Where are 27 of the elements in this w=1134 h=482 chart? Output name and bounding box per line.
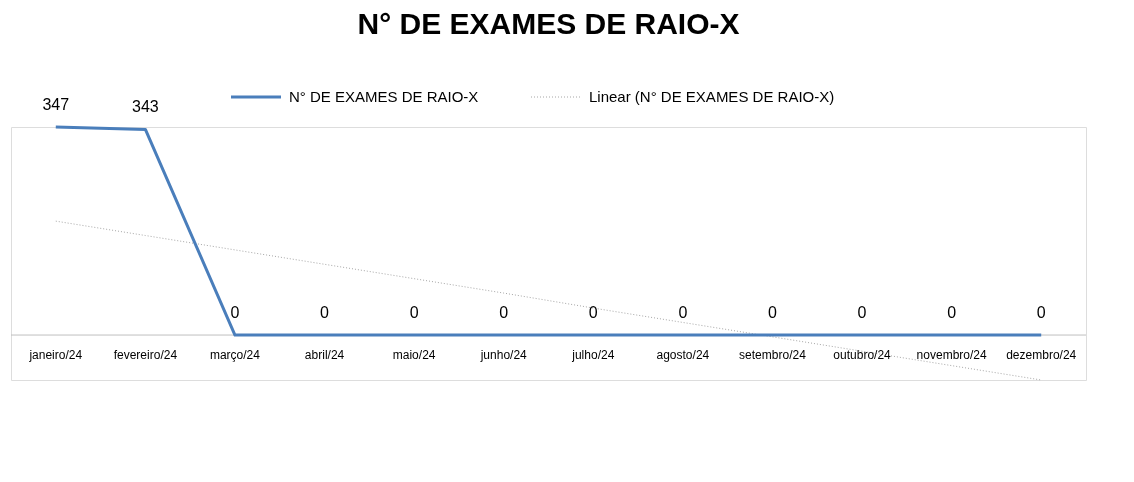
data-label: 0 [678,304,688,322]
x-tick-label: maio/24 [392,348,436,363]
data-label: 0 [320,304,330,322]
data-label: 0 [947,304,957,322]
legend-label: Linear (N° DE EXAMES DE RAIO-X) [589,88,835,105]
x-tick-label: junho/24 [479,348,528,363]
data-label: 0 [588,304,598,322]
x-tick-label: julho/24 [571,348,615,363]
data-label: 0 [768,304,778,322]
chart-title: N° DE EXAMES DE RAIO-X [357,7,740,40]
data-label: 0 [1036,304,1046,322]
x-tick-label: fevereiro/24 [113,348,178,363]
x-tick-label: abril/24 [304,348,345,363]
x-tick-label: dezembro/24 [1006,348,1077,363]
legend-label: N° DE EXAMES DE RAIO-X [289,88,479,105]
x-tick-label: março/24 [209,348,261,363]
x-tick-label: setembro/24 [739,348,807,363]
data-label: 347 [42,96,70,113]
data-label: 0 [499,304,509,322]
x-tick-label: outubro/24 [833,348,892,363]
data-label: 0 [230,304,240,322]
x-tick-label: janeiro/24 [28,348,83,363]
x-tick-label: agosto/24 [656,348,710,363]
data-label: 0 [857,304,867,322]
data-label: 343 [132,98,159,116]
data-label: 0 [409,304,419,322]
x-tick-label: novembro/24 [916,348,987,363]
